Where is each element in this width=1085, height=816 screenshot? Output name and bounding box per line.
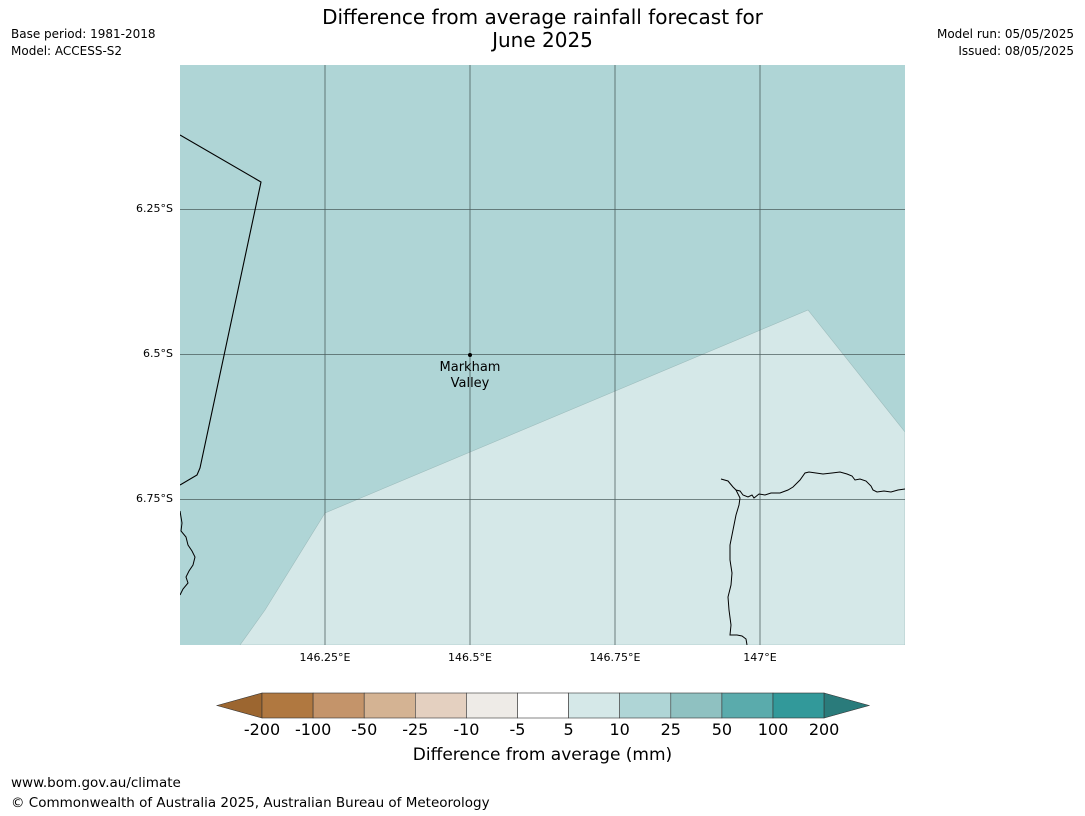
lon-label: 147°E bbox=[743, 651, 777, 664]
colorbar-cell bbox=[415, 692, 467, 719]
lat-label: 6.75°S bbox=[136, 492, 173, 505]
colorbar-cell bbox=[772, 692, 825, 719]
west-coastline bbox=[180, 510, 196, 596]
colorbar-tick-label: 10 bbox=[609, 720, 630, 739]
footer-url[interactable]: www.bom.gov.au/climate bbox=[11, 775, 181, 791]
colorbar-label: Difference from average (mm) bbox=[412, 745, 673, 765]
colorbar-cell bbox=[261, 692, 314, 719]
graticule bbox=[180, 65, 905, 645]
footer-copyright: © Commonwealth of Australia 2025, Austra… bbox=[11, 795, 490, 811]
colorbar-tick-label: 5 bbox=[563, 720, 574, 739]
colorbar-tick-label: -5 bbox=[509, 720, 526, 739]
north-coastline bbox=[720, 471, 905, 499]
colorbar-extend-high bbox=[823, 692, 871, 719]
map-title: Difference from average rainfall forecas… bbox=[200, 6, 885, 52]
model-text: Model: ACCESS-S2 bbox=[11, 44, 123, 58]
base-period-text: Base period: 1981-2018 bbox=[11, 27, 156, 41]
colorbar-cell bbox=[517, 692, 569, 719]
zone-5-to-10 bbox=[239, 309, 905, 645]
colorbar-cell bbox=[568, 692, 621, 719]
lat-label: 6.25°S bbox=[136, 202, 173, 215]
model-run-text: Model run: 05/05/2025 bbox=[936, 27, 1074, 41]
colorbar-cells bbox=[215, 692, 871, 719]
colorbar-cell bbox=[619, 692, 672, 719]
colorbar-cell bbox=[670, 692, 723, 719]
meta-left: Base period: 1981-2018 Model: ACCESS-S2 bbox=[11, 26, 156, 60]
colorbar-tick-label: -100 bbox=[294, 720, 332, 739]
place-name-line-2: Valley bbox=[450, 376, 490, 391]
title-line-2: June 2025 bbox=[492, 28, 593, 52]
title-line-1: Difference from average rainfall forecas… bbox=[322, 5, 763, 29]
colorbar-tick-label: 50 bbox=[711, 720, 733, 739]
place-marker[interactable] bbox=[468, 353, 472, 357]
colorbar-tick-label: 200 bbox=[808, 720, 840, 739]
colorbar-tick-label: -50 bbox=[351, 720, 378, 739]
colorbar-tick-label: 100 bbox=[757, 720, 789, 739]
place-name-line-1: Markham bbox=[439, 360, 501, 375]
colorbar bbox=[215, 692, 871, 719]
river-coastline bbox=[727, 489, 748, 645]
rainfall-map[interactable] bbox=[180, 65, 905, 645]
lon-label: 146.25°E bbox=[299, 651, 351, 664]
border-line bbox=[180, 134, 262, 486]
place-label: Markham Valley bbox=[410, 360, 530, 392]
colorbar-extend-low bbox=[215, 692, 263, 719]
lon-label: 146.5°E bbox=[448, 651, 492, 664]
lat-label: 6.5°S bbox=[143, 347, 173, 360]
meta-right: Model run: 05/05/2025 Issued: 08/05/2025 bbox=[937, 26, 1074, 60]
colorbar-tick-label: 25 bbox=[660, 720, 681, 739]
issued-text: Issued: 08/05/2025 bbox=[958, 44, 1074, 58]
colorbar-cell bbox=[312, 692, 365, 719]
colorbar-tick-label: -25 bbox=[402, 720, 429, 739]
colorbar-tick-label: -200 bbox=[243, 720, 281, 739]
colorbar-tick-label: -10 bbox=[453, 720, 480, 739]
colorbar-cell bbox=[466, 692, 518, 719]
colorbar-cell bbox=[363, 692, 416, 719]
lon-label: 146.75°E bbox=[589, 651, 641, 664]
colorbar-cell bbox=[721, 692, 774, 719]
